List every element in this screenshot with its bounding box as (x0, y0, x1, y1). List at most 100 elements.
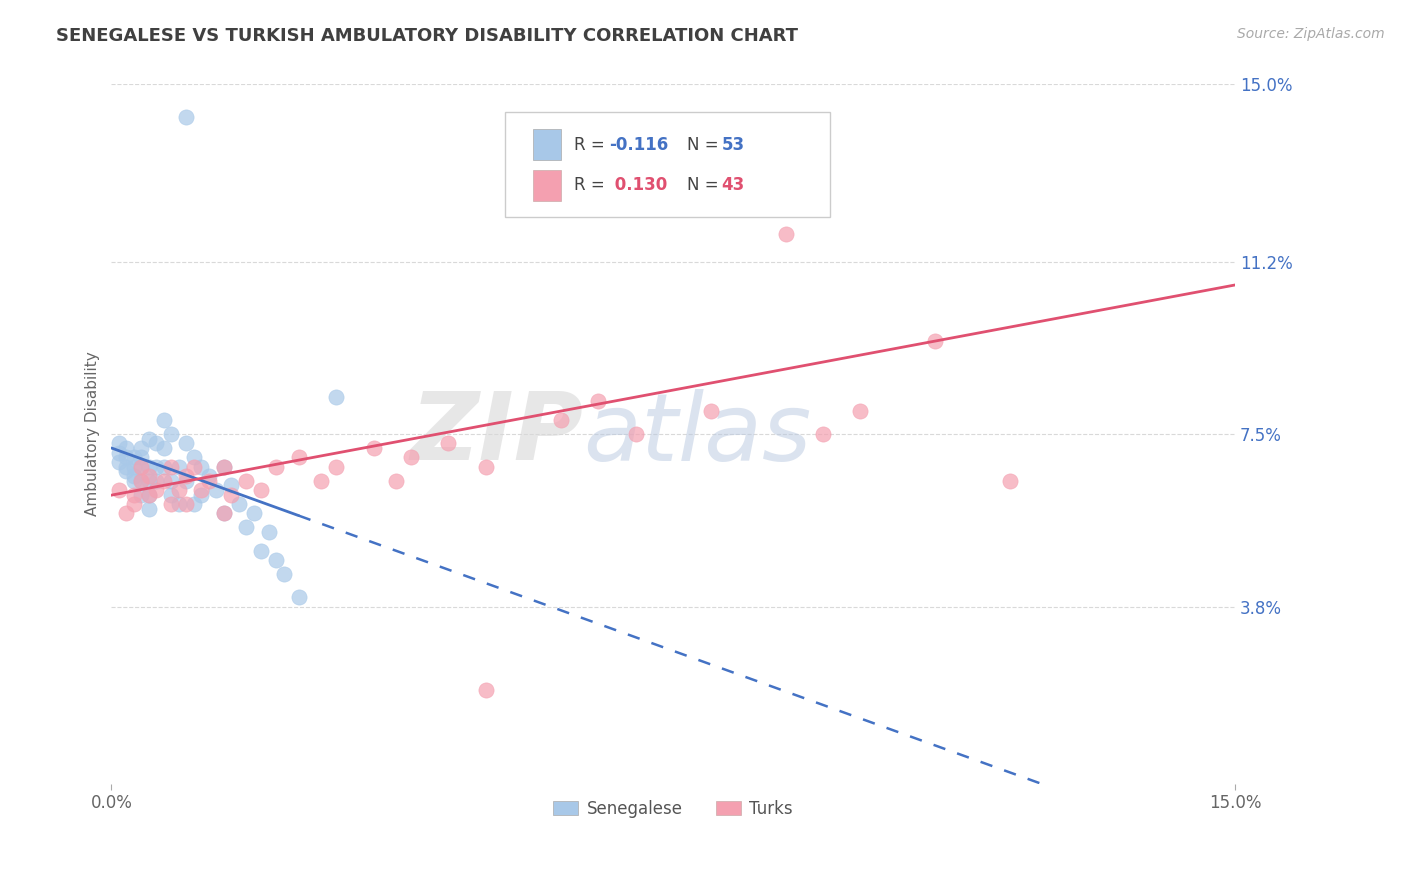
Point (197, 469, 219, 483)
Point (160, 474, 183, 488)
Point (138, 501, 160, 516)
Point (176, 469, 198, 483)
Point (108, 455, 131, 469)
Point (145, 436, 167, 450)
Point (1000, 474, 1022, 488)
Point (250, 543, 273, 558)
Point (108, 483, 131, 497)
Point (235, 474, 257, 488)
Point (115, 441, 138, 455)
Point (153, 413, 176, 427)
Point (228, 497, 250, 511)
Point (183, 497, 205, 511)
Point (108, 436, 131, 450)
Point (197, 474, 219, 488)
Point (153, 441, 176, 455)
Point (190, 488, 212, 502)
Point (176, 497, 198, 511)
Text: 0.130: 0.130 (609, 177, 668, 194)
Point (257, 524, 280, 539)
Point (115, 506, 138, 520)
Point (122, 488, 145, 502)
Point (160, 488, 183, 502)
Text: atlas: atlas (583, 389, 811, 480)
Point (167, 483, 190, 497)
Point (131, 441, 153, 455)
Point (145, 459, 167, 474)
Text: N =: N = (686, 177, 724, 194)
Legend: Senegalese, Turks: Senegalese, Turks (547, 793, 800, 824)
Point (219, 488, 242, 502)
Point (122, 469, 145, 483)
Point (167, 459, 190, 474)
Point (475, 459, 498, 474)
Point (250, 483, 273, 497)
Point (115, 464, 138, 478)
Point (624, 427, 647, 442)
Point (160, 427, 183, 442)
Point (588, 394, 610, 409)
Point (115, 459, 138, 474)
Point (176, 110, 198, 124)
Point (138, 432, 160, 446)
Point (309, 474, 332, 488)
FancyBboxPatch shape (505, 112, 831, 218)
Point (122, 450, 145, 465)
Text: ZIP: ZIP (411, 388, 583, 480)
Point (550, 413, 572, 427)
Point (219, 478, 242, 492)
Point (131, 450, 153, 465)
Point (138, 488, 160, 502)
Point (235, 520, 257, 534)
Point (138, 488, 160, 502)
Point (849, 404, 872, 418)
Point (287, 591, 309, 605)
Point (131, 488, 153, 502)
Bar (533, 169, 561, 202)
Point (138, 469, 160, 483)
Point (325, 390, 347, 404)
Point (242, 506, 264, 520)
Point (775, 227, 797, 241)
Point (363, 441, 385, 455)
Point (325, 459, 347, 474)
Point (145, 483, 167, 497)
Point (160, 459, 183, 474)
Point (385, 474, 408, 488)
Text: -0.116: -0.116 (609, 136, 668, 153)
Point (153, 474, 176, 488)
Point (183, 459, 205, 474)
Point (108, 446, 131, 460)
Point (273, 566, 295, 581)
Point (264, 459, 287, 474)
Text: R =: R = (574, 177, 610, 194)
Point (437, 436, 460, 450)
Point (205, 483, 228, 497)
Point (190, 459, 212, 474)
Point (122, 459, 145, 474)
Point (131, 474, 153, 488)
Point (122, 497, 145, 511)
Point (145, 474, 167, 488)
Point (399, 450, 422, 465)
Point (122, 474, 145, 488)
Point (212, 459, 235, 474)
Point (287, 450, 309, 465)
Point (212, 506, 235, 520)
Text: R =: R = (574, 136, 610, 153)
Bar (533, 128, 561, 161)
Point (176, 436, 198, 450)
Point (138, 474, 160, 488)
Point (153, 459, 176, 474)
Point (131, 459, 153, 474)
Point (183, 450, 205, 465)
Point (160, 497, 183, 511)
Point (212, 506, 235, 520)
Y-axis label: Ambulatory Disability: Ambulatory Disability (86, 351, 100, 516)
Point (167, 497, 190, 511)
Text: SENEGALESE VS TURKISH AMBULATORY DISABILITY CORRELATION CHART: SENEGALESE VS TURKISH AMBULATORY DISABIL… (56, 27, 799, 45)
Text: N =: N = (686, 136, 724, 153)
Point (475, 683, 498, 698)
Point (811, 427, 834, 442)
Point (131, 459, 153, 474)
